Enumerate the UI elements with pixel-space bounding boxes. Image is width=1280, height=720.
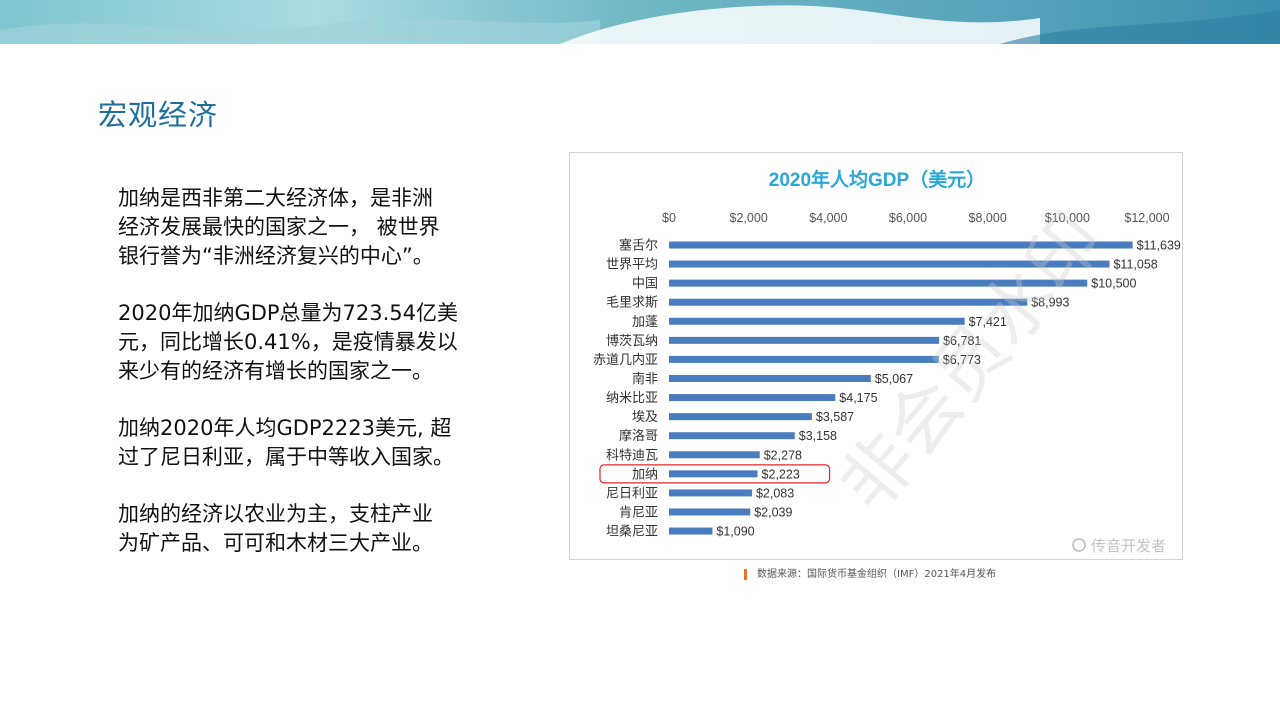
- category-label: 加蓬: [632, 315, 658, 330]
- value-label: $4,175: [839, 391, 877, 405]
- category-label: 纳米比亚: [606, 391, 658, 406]
- source-text: 数据来源：国际货币基金组织（IMF）2021年4月发布: [757, 569, 997, 580]
- value-label: $8,993: [1031, 296, 1069, 310]
- value-label: $6,781: [943, 334, 981, 348]
- bar-1: [669, 260, 1110, 268]
- slide-title: 宏观经济: [98, 98, 219, 132]
- bar-5: [669, 336, 940, 344]
- value-label: $1,090: [716, 525, 754, 539]
- x-tick-label: $12,000: [1124, 211, 1169, 225]
- bar-13: [669, 489, 752, 497]
- category-label: 南非: [632, 371, 658, 387]
- category-label: 赤道几内亚: [593, 352, 658, 368]
- category-label: 博茨瓦纳: [606, 334, 658, 349]
- bar-2: [669, 279, 1088, 287]
- bar-8: [669, 394, 836, 402]
- value-label: $2,083: [756, 486, 794, 500]
- bar-3: [669, 298, 1028, 306]
- category-label: 加纳: [632, 467, 658, 482]
- bar-9: [669, 413, 812, 421]
- highlight-box-ghana: [599, 464, 831, 484]
- x-tick-label: $6,000: [889, 211, 927, 225]
- body-text: 加纳是西非第二大经济体，是非洲 经济发展最快的国家之一， 被世界 银行誉为“非洲…: [118, 184, 518, 586]
- category-label: 中国: [632, 277, 658, 292]
- value-label: $11,058: [1113, 258, 1157, 272]
- category-label: 世界平均: [606, 258, 658, 273]
- paragraph-gdp-per-capita: 加纳2020年人均GDP2223美元, 超 过了尼日利亚，属于中等收入国家。: [118, 416, 454, 469]
- social-watermark: 传音开发者: [1072, 537, 1166, 555]
- social-watermark-text: 传音开发者: [1091, 537, 1166, 555]
- top-banner-image: [0, 0, 1280, 44]
- category-label: 坦桑尼亚: [606, 525, 658, 540]
- paragraph-ghana-economy: 加纳是西非第二大经济体，是非洲 经济发展最快的国家之一， 被世界 银行誉为“非洲…: [118, 186, 440, 268]
- value-label: $3,158: [799, 429, 837, 443]
- value-label: $10,500: [1091, 277, 1136, 291]
- x-tick-label: $10,000: [1045, 211, 1090, 225]
- category-label: 摩洛哥: [619, 428, 658, 444]
- paragraph-industries: 加纳的经济以农业为主，支柱产业 为矿产品、可可和木材三大产业。: [118, 502, 433, 555]
- chart-image: 2020年人均GDP（美元） $0 $2,000 $4,000 $6,000 $8,00…: [569, 152, 1183, 560]
- bar-4: [669, 317, 965, 325]
- value-label: $2,278: [764, 448, 802, 462]
- source-note: 数据来源：国际货币基金组织（IMF）2021年4月发布: [744, 565, 996, 580]
- bar-0: [669, 241, 1133, 249]
- bar-15: [669, 527, 713, 535]
- value-label: $5,067: [875, 372, 913, 386]
- chart-title: 2020年人均GDP（美元）: [769, 168, 985, 191]
- x-tick-label: $4,000: [809, 211, 847, 225]
- x-tick-label: $2,000: [730, 211, 768, 225]
- category-label: 科特迪瓦: [606, 448, 658, 463]
- category-label: 尼日利亚: [606, 486, 658, 501]
- weibo-icon: [1072, 538, 1086, 552]
- value-label: $11,639: [1137, 239, 1181, 253]
- value-label: $7,421: [969, 315, 1007, 329]
- source-marker-icon: [744, 568, 747, 580]
- value-label: $2,223: [762, 467, 800, 481]
- category-label: 塞舌尔: [619, 238, 658, 254]
- paragraph-gdp-total: 2020年加纳GDP总量为723.54亿美 元，同比增长0.41%，是疫情暴发以…: [118, 301, 459, 383]
- x-tick-label: $0: [662, 211, 676, 225]
- x-tick-label: $8,000: [969, 211, 1007, 225]
- bar-12: [669, 470, 758, 478]
- value-label: $2,039: [754, 505, 792, 519]
- bar-7: [669, 374, 871, 382]
- category-label: 毛里求斯: [606, 296, 658, 311]
- bar-14: [669, 508, 751, 516]
- value-label: $3,587: [816, 410, 854, 424]
- bar-11: [669, 451, 760, 459]
- category-label: 肯尼亚: [619, 505, 658, 520]
- bar-6: [669, 355, 939, 363]
- value-label: $6,773: [943, 353, 981, 367]
- gdp-per-capita-bar-chart: 2020年人均GDP（美元） $0 $2,000 $4,000 $6,000 $8,00…: [593, 168, 1181, 555]
- bar-10: [669, 432, 795, 440]
- category-label: 埃及: [632, 410, 658, 425]
